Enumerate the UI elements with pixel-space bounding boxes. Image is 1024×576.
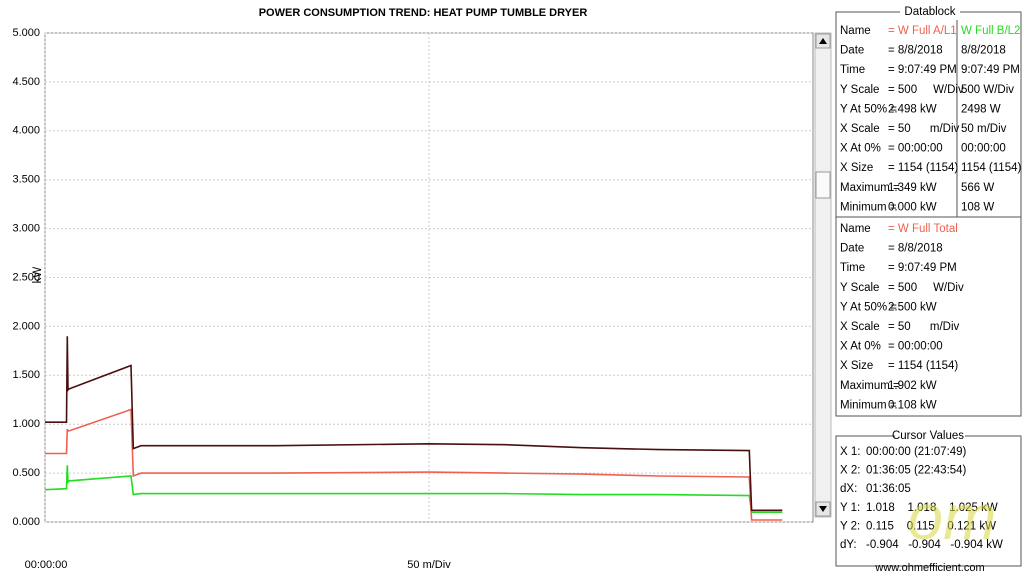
cursor-label: dX: xyxy=(840,483,857,495)
datablock-title: Datablock xyxy=(904,6,955,18)
row-value: = 8/8/2018 xyxy=(888,243,943,255)
row-label: Y At 50% = xyxy=(840,103,897,115)
row-value: 50 m/Div xyxy=(961,123,1007,135)
y-tick-label: 3.000 xyxy=(12,223,40,235)
title-bg xyxy=(895,429,965,443)
row-value: 566 W xyxy=(961,182,994,194)
row-value: = W Full A/L1 xyxy=(888,25,957,37)
row-value: 2.498 kW xyxy=(888,103,937,115)
row-value: = 00:00:00 xyxy=(888,341,943,353)
row-label: Y At 50% = xyxy=(840,301,897,313)
row-value: 0.108 kW xyxy=(888,399,937,411)
cursor-value: 01:36:05 (22:43:54) xyxy=(866,465,967,477)
row-value: 500 W/Div xyxy=(961,84,1014,96)
row-label: Y Scale xyxy=(840,282,879,294)
cursor-value: 0.115 0.115 0.121 kW xyxy=(866,520,996,532)
arrow-up xyxy=(819,38,827,44)
y-tick-label: 0.000 xyxy=(12,516,40,528)
row-label: Name xyxy=(840,25,871,37)
row-label: Name xyxy=(840,223,871,235)
y-tick-label: 3.500 xyxy=(12,174,40,186)
row-label: X Scale xyxy=(840,321,880,333)
row-label: X At 0% xyxy=(840,341,881,353)
row-value: 00:00:00 xyxy=(961,143,1006,155)
y-axis-label: kW xyxy=(32,267,44,284)
row-label: Maximum = xyxy=(840,182,900,194)
scrollbar[interactable] xyxy=(814,32,832,518)
row-label: Time xyxy=(840,64,865,76)
row-label: X At 0% xyxy=(840,143,881,155)
datablock-panel: Datablock Cursor Values Name = W Full A/L… xyxy=(835,5,1022,567)
row-value: = 1154 (1154) xyxy=(888,360,958,372)
row-label: X Size xyxy=(840,360,873,372)
cursor-frame xyxy=(835,435,1022,567)
row-label: Minimum = xyxy=(840,399,897,411)
cursor-value: -0.904 -0.904 -0.904 kW xyxy=(866,539,1003,551)
row-value: = W Full Total xyxy=(888,223,958,235)
row-value: = 500 W/Div xyxy=(888,84,964,96)
y-tick-label: 2.000 xyxy=(12,320,40,332)
row-value: 0.000 kW xyxy=(888,201,937,213)
row-label: Minimum = xyxy=(840,201,897,213)
cursor-value: 00:00:00 (21:07:49) xyxy=(866,446,967,458)
row-value: = 9:07:49 PM xyxy=(888,64,957,76)
row-value: = 50 m/Div xyxy=(888,321,960,333)
series-line xyxy=(45,336,783,512)
row-value: 2.500 kW xyxy=(888,301,937,313)
cursor-label: Y 2: xyxy=(840,520,860,532)
datablock-frame xyxy=(835,11,1022,417)
series-line xyxy=(44,465,783,513)
y-tick-label: 5.000 xyxy=(12,27,40,39)
y-tick-label: 1.000 xyxy=(12,418,40,430)
row-value: 9:07:49 PM xyxy=(961,64,1020,76)
row-value: = 50 m/Div xyxy=(888,123,960,135)
y-tick-label: 4.000 xyxy=(12,125,40,137)
row-label: Time xyxy=(840,262,865,274)
row-label: Y Scale xyxy=(840,84,879,96)
row-label: Maximum = xyxy=(840,380,900,392)
watermark-url: www.ohmefficient.com xyxy=(874,562,984,574)
y-tick-label: 0.500 xyxy=(12,467,40,479)
row-value: 1154 (1154) xyxy=(961,162,1021,174)
arrow-down xyxy=(819,506,827,512)
x-tick-label: 00:00:00 xyxy=(25,559,68,571)
row-value: 1.902 kW xyxy=(888,380,937,392)
x-tick-label: 50 m/Div xyxy=(407,559,451,571)
row-value: 2498 W xyxy=(961,103,1001,115)
row-value: = 500 W/Div xyxy=(888,282,964,294)
title-bg xyxy=(900,5,960,19)
cursor-title: Cursor Values xyxy=(892,430,964,442)
row-value: = 9:07:49 PM xyxy=(888,262,957,274)
cursor-value: 01:36:05 xyxy=(866,483,911,495)
scroll-track xyxy=(814,32,832,518)
series-line xyxy=(45,408,783,521)
y-tick-label: 4.500 xyxy=(12,76,40,88)
row-value: = 8/8/2018 xyxy=(888,45,943,57)
cursor-label: X 2: xyxy=(840,465,860,477)
row-value: 1.349 kW xyxy=(888,182,937,194)
row-label: X Size xyxy=(840,162,873,174)
cursor-label: Y 1: xyxy=(840,502,860,514)
scroll-thumb[interactable] xyxy=(815,171,831,199)
row-value: 8/8/2018 xyxy=(961,45,1006,57)
cursor-label: X 1: xyxy=(840,446,860,458)
cursor-label: dY: xyxy=(840,539,857,551)
row-value: W Full B/L2 xyxy=(961,25,1020,37)
y-tick-label: 2.500 xyxy=(12,271,40,283)
chart-title: POWER CONSUMPTION TREND: HEAT PUMP TUMBL… xyxy=(259,7,588,19)
row-value: 108 W xyxy=(961,201,994,213)
row-value: = 1154 (1154) xyxy=(888,162,958,174)
row-value: = 00:00:00 xyxy=(888,143,943,155)
row-label: Date xyxy=(840,45,864,57)
y-tick-label: 1.500 xyxy=(12,369,40,381)
row-label: X Scale xyxy=(840,123,880,135)
row-label: Date xyxy=(840,243,864,255)
watermark-logo: om xyxy=(908,481,997,553)
plot-area xyxy=(44,32,814,523)
cursor-value: 1.018 1.018 1.025 kW xyxy=(866,502,998,514)
